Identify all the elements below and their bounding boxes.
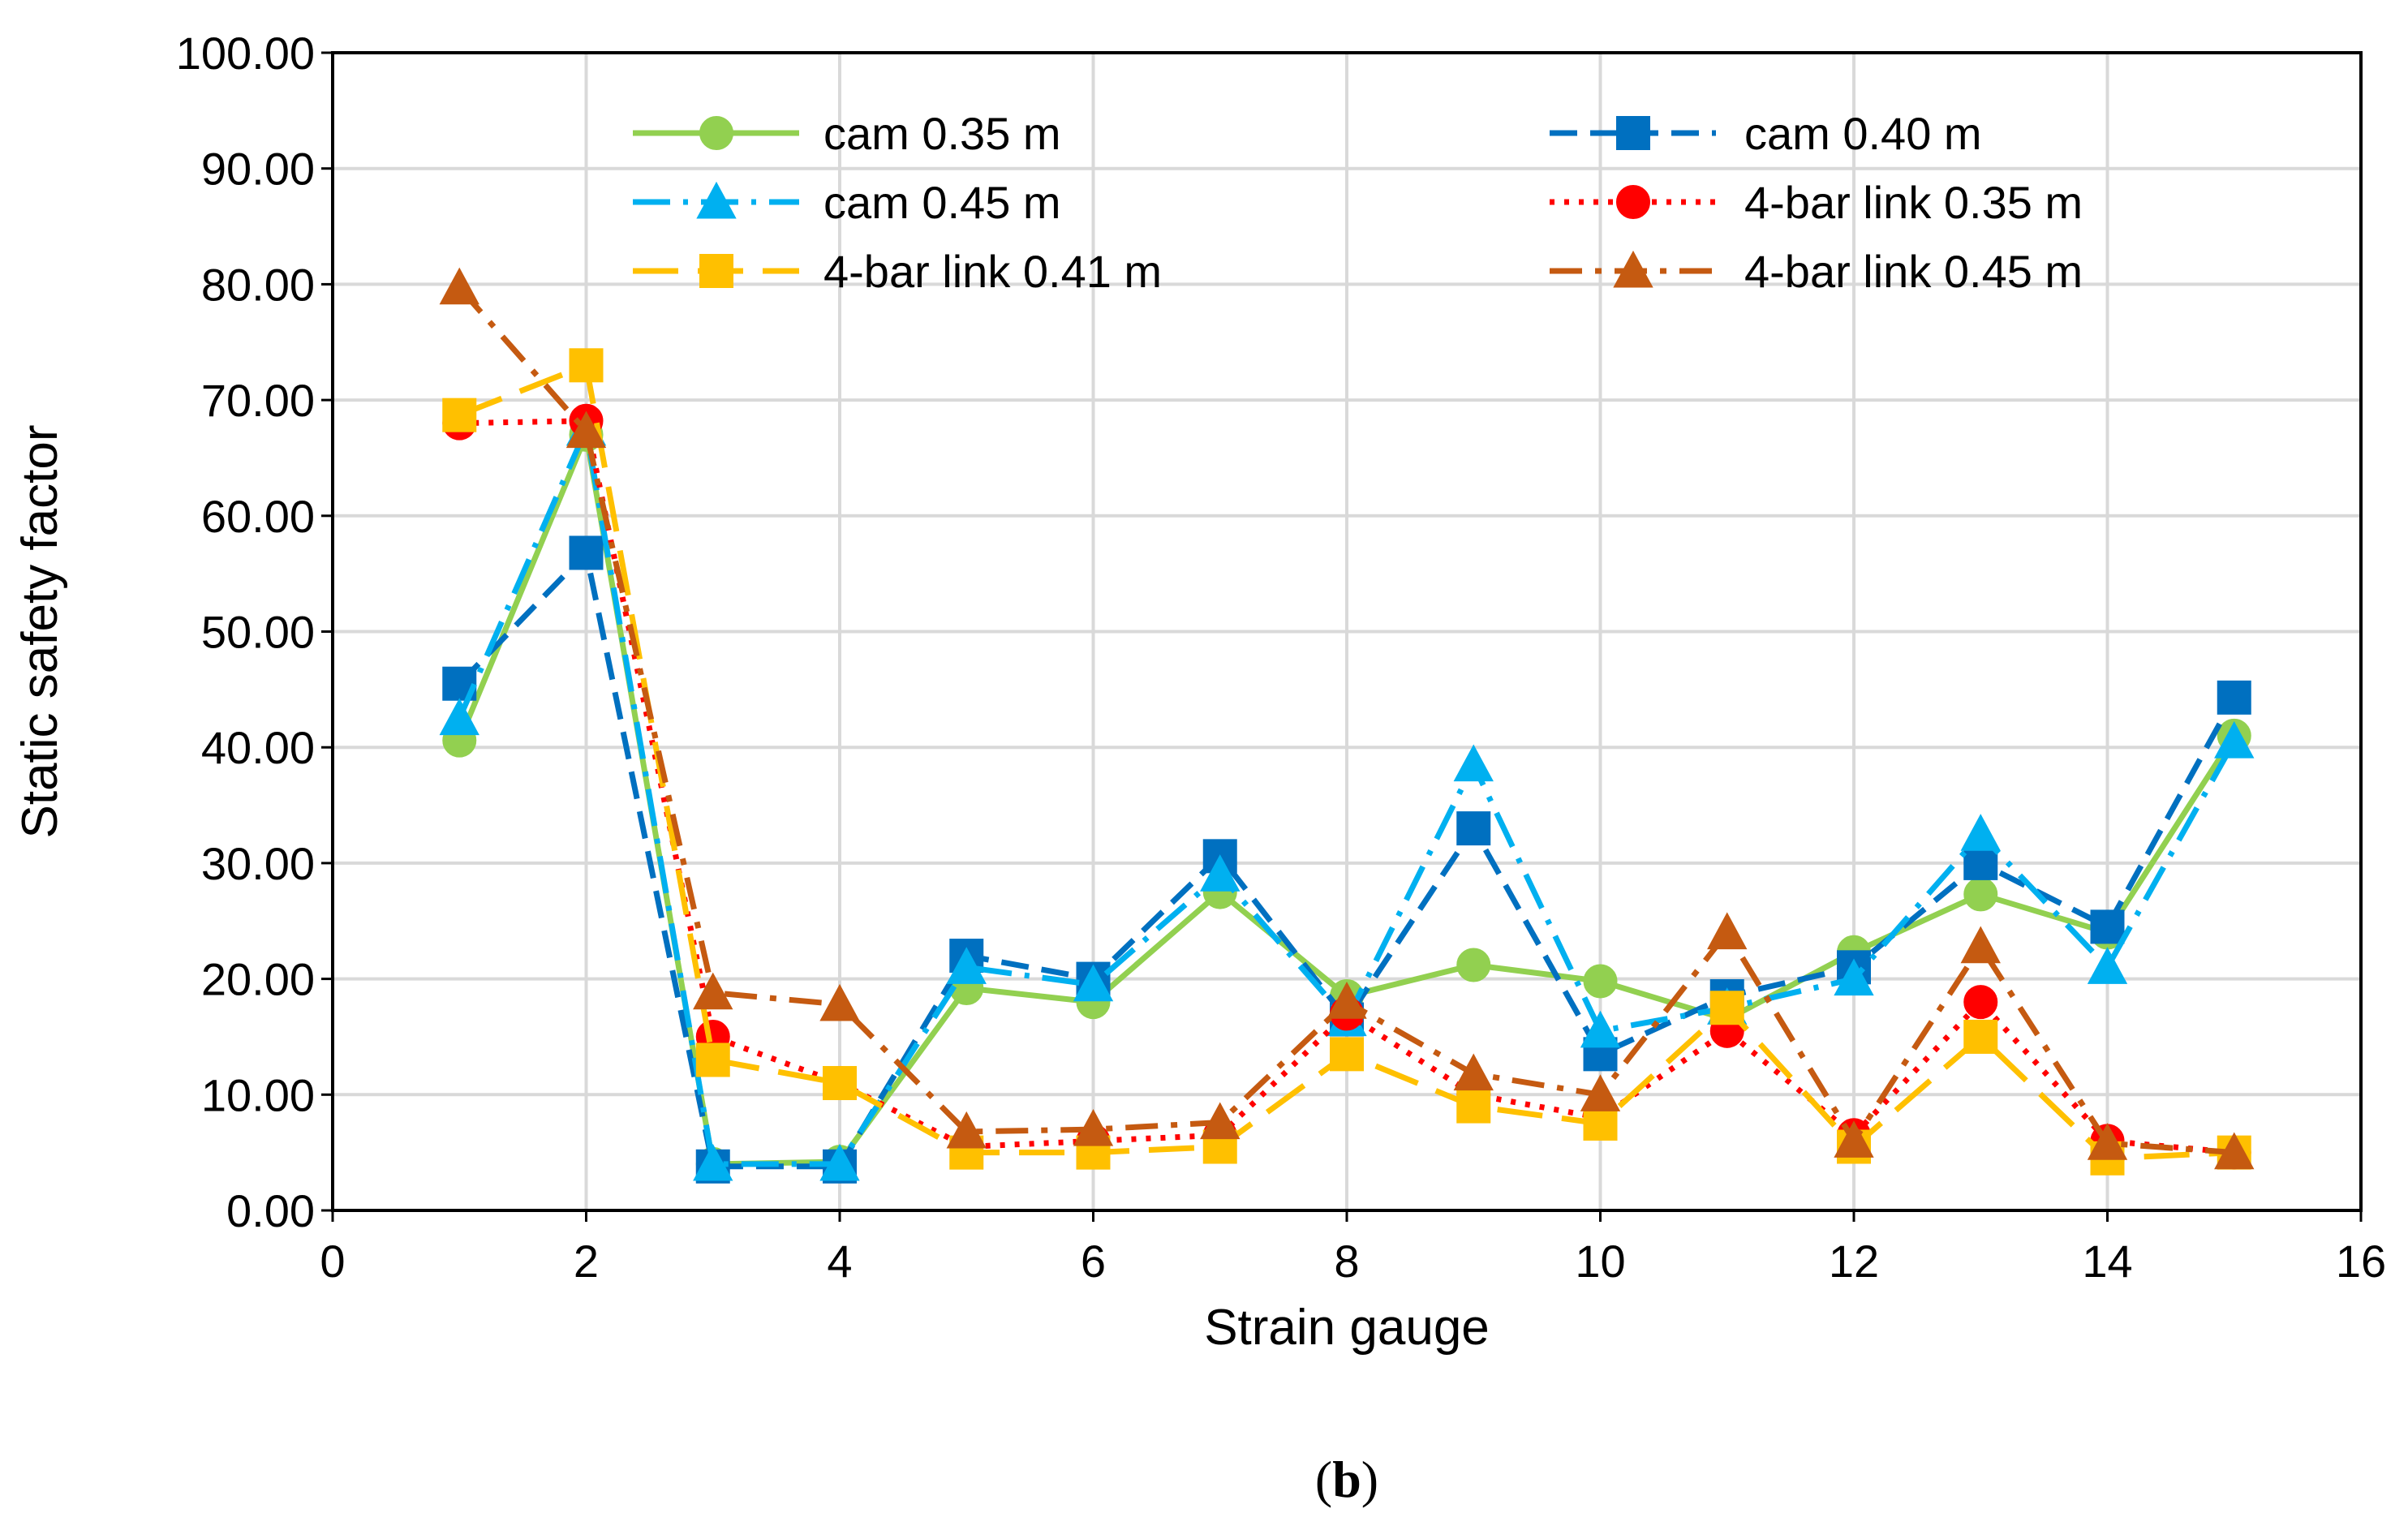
x-tick-label: 8 <box>1334 1236 1359 1287</box>
y-tick-label: 50.00 <box>201 607 315 658</box>
legend-swatch-marker <box>699 254 733 288</box>
data-point-marker <box>693 972 733 1010</box>
data-point-marker <box>946 947 987 984</box>
x-tick-label: 0 <box>320 1236 345 1287</box>
data-point-marker <box>1200 854 1241 892</box>
legend-label: cam 0.35 m <box>823 108 1061 159</box>
y-tick-label: 100.00 <box>176 28 315 79</box>
legend-label: 4-bar link 0.35 m <box>1744 177 2083 228</box>
data-point-marker <box>1453 1053 1494 1091</box>
legend-swatch-marker <box>1613 250 1653 288</box>
caption-letter: b <box>1332 1451 1361 1508</box>
data-point-marker <box>569 535 604 570</box>
x-tick-label: 14 <box>2082 1236 2132 1287</box>
data-point-marker <box>1580 1074 1621 1111</box>
data-point-marker <box>1707 912 1748 950</box>
data-point-marker <box>442 398 477 432</box>
data-point-marker <box>2214 1132 2255 1170</box>
y-tick-label: 60.00 <box>201 491 315 542</box>
data-point-marker <box>2214 720 2255 759</box>
legend-label: 4-bar link 0.45 m <box>1744 246 2083 297</box>
data-point-marker <box>1330 1037 1364 1072</box>
data-point-marker <box>1456 948 1491 982</box>
data-point-marker <box>1960 814 2001 851</box>
legend-item-4-bar-link-0-45-m: 4-bar link 0.45 m <box>1550 246 2083 297</box>
data-point-marker <box>439 267 479 305</box>
legend-swatch-marker <box>1616 116 1650 150</box>
figure-caption: (b) <box>1315 1451 1378 1508</box>
legend-item-cam-0-35-m: cam 0.35 m <box>633 108 1061 159</box>
series-4-bar-link-0-41-m <box>442 348 2251 1176</box>
data-point-marker <box>1834 1120 1874 1158</box>
data-point-marker <box>439 698 479 736</box>
series-4-bar-link-0-45-m <box>439 267 2255 1170</box>
legend-label: 4-bar link 0.41 m <box>823 246 1162 297</box>
y-tick-label: 20.00 <box>201 954 315 1005</box>
x-tick-label: 16 <box>2336 1236 2386 1287</box>
data-point-marker <box>2087 1123 2128 1160</box>
data-point-marker <box>1709 991 1744 1025</box>
data-point-marker <box>1963 1019 1998 1054</box>
x-tick-label: 10 <box>1575 1236 1625 1287</box>
y-tick-label: 70.00 <box>201 375 315 426</box>
legend-item-cam-0-40-m: cam 0.40 m <box>1550 108 1982 159</box>
data-point-marker <box>1073 1109 1114 1146</box>
legend-swatch-marker <box>699 116 733 150</box>
data-point-marker <box>1327 982 1367 1019</box>
legend-swatch-marker <box>696 181 737 219</box>
legend-item-4-bar-link-0-35-m: 4-bar link 0.35 m <box>1550 177 2083 228</box>
data-point-marker <box>819 983 860 1021</box>
data-point-marker <box>1453 744 1494 782</box>
series-group <box>439 267 2255 1184</box>
data-point-marker <box>565 411 607 449</box>
x-tick-label: 6 <box>1081 1236 1106 1287</box>
y-tick-label: 0.00 <box>226 1185 315 1236</box>
y-tick-label: 90.00 <box>201 144 315 195</box>
legend-label: cam 0.40 m <box>1744 108 1982 159</box>
legend-label: cam 0.45 m <box>823 177 1061 228</box>
y-tick-label: 80.00 <box>201 259 315 310</box>
data-point-marker <box>2090 909 2125 944</box>
caption-open-paren: ( <box>1315 1451 1332 1508</box>
data-point-marker <box>1583 964 1618 999</box>
y-tick-label: 10.00 <box>201 1069 315 1120</box>
data-point-marker <box>2087 947 2128 984</box>
data-point-marker <box>1456 811 1491 846</box>
data-point-marker <box>695 1042 730 1077</box>
data-point-marker <box>1456 1089 1491 1124</box>
y-tick-label: 40.00 <box>201 722 315 773</box>
data-point-marker <box>819 1143 860 1181</box>
data-point-marker <box>1963 877 1998 912</box>
x-tick-label: 4 <box>827 1236 852 1287</box>
data-point-marker <box>823 1066 857 1101</box>
legend-swatch-marker <box>1616 185 1650 219</box>
data-point-marker <box>2217 680 2251 715</box>
data-point-marker <box>946 1111 987 1149</box>
legend-item-4-bar-link-0-41-m: 4-bar link 0.41 m <box>633 246 1162 297</box>
data-point-marker <box>569 348 604 383</box>
data-point-marker <box>1583 1106 1618 1141</box>
data-point-marker <box>1960 926 2001 964</box>
series-cam-0-40-m <box>442 535 2251 1184</box>
legend: cam 0.35 m cam 0.40 m cam 0.45 m 4-bar link… <box>633 108 2083 297</box>
y-tick-label: 30.00 <box>201 838 315 889</box>
tick-labels: 0.00 10.00 20.00 30.00 40.00 50.00 60.00 70.00 8… <box>176 28 2386 1287</box>
x-tick-label: 12 <box>1829 1236 1879 1287</box>
legend-item-cam-0-45-m: cam 0.45 m <box>633 177 1061 228</box>
data-point-marker <box>693 1143 733 1181</box>
y-axis-title: Static safety factor <box>12 425 68 839</box>
data-point-marker <box>1963 845 1998 880</box>
data-point-marker <box>1073 964 1114 1002</box>
x-tick-label: 2 <box>574 1236 599 1287</box>
series-line <box>457 549 2237 1170</box>
data-point-marker <box>1834 958 1874 996</box>
x-axis-title: Strain gauge <box>1204 1300 1490 1356</box>
data-point-marker <box>1580 1010 1621 1048</box>
data-point-marker <box>1963 985 1998 1020</box>
caption-close-paren: ) <box>1361 1451 1378 1508</box>
data-point-marker <box>1200 1102 1241 1140</box>
